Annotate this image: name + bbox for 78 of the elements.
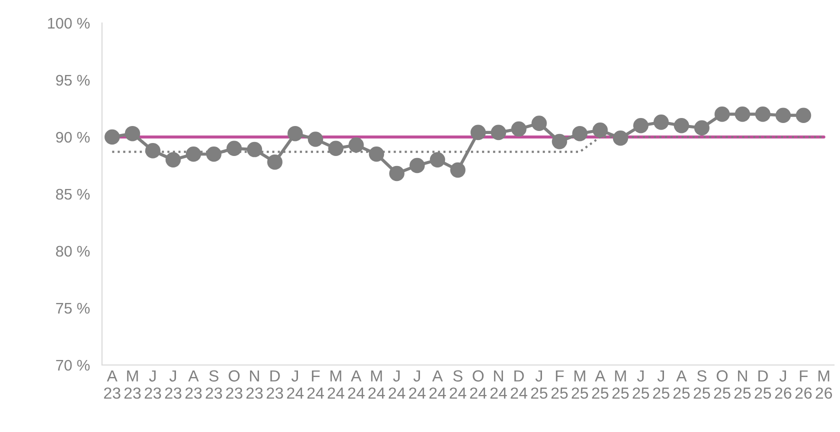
x-tick-label: A 23 (185, 370, 202, 399)
point (206, 146, 222, 162)
point (410, 158, 425, 174)
point (166, 152, 181, 168)
x-tick-label: A 24 (429, 370, 446, 399)
y-tick-label: 100 % (48, 18, 90, 29)
point (430, 152, 446, 168)
point (124, 126, 140, 142)
point (776, 108, 791, 123)
x-tick-label: F 26 (795, 370, 812, 399)
point (592, 122, 608, 138)
point (694, 120, 710, 136)
x-tick-label: F 24 (307, 370, 324, 399)
x-tick-label: D 25 (754, 370, 772, 399)
x-tick-label: J 25 (653, 370, 670, 399)
point (389, 166, 404, 182)
x-tick-label: J 23 (144, 370, 162, 399)
point (226, 140, 242, 156)
point (511, 121, 526, 137)
point (450, 162, 466, 178)
point (186, 146, 202, 162)
point (470, 124, 486, 140)
point (267, 154, 282, 170)
y-tick-label: 80 % (56, 246, 90, 257)
x-tick-label: N 23 (246, 370, 263, 399)
point (654, 114, 669, 130)
x-tick-label: M 24 (328, 370, 344, 399)
y-tick-label: 70 % (56, 360, 90, 371)
x-tick-label: J 26 (775, 370, 792, 399)
x-tick-label: F 25 (551, 370, 568, 399)
x-tick-label: M 24 (368, 370, 385, 399)
x-tick-label: O 23 (226, 370, 242, 399)
x-tick-label: J 25 (632, 370, 650, 399)
x-tick-label: A 25 (592, 370, 608, 399)
x-tick-label: M 23 (124, 370, 141, 399)
x-tick-label: M 25 (572, 370, 588, 399)
point (572, 126, 588, 142)
x-tick-label: D 24 (510, 370, 528, 399)
point (532, 116, 547, 131)
point (246, 142, 262, 158)
y-tick-label: 90 % (56, 132, 90, 143)
point (734, 106, 750, 122)
x-tick-label: S 25 (694, 370, 710, 399)
point (633, 118, 648, 134)
x-tick-label: N 25 (734, 370, 751, 399)
point (145, 143, 160, 158)
x-tick-label: S 23 (206, 370, 222, 399)
x-tick-label: A 25 (673, 370, 690, 399)
x-tick-label: A 24 (348, 370, 365, 399)
x-tick-label: J 24 (388, 370, 406, 399)
x-tick-label: M 26 (816, 370, 832, 399)
point (348, 137, 364, 153)
point (328, 140, 344, 156)
point (490, 124, 506, 140)
y-tick-label: 85 % (56, 188, 90, 200)
y-tick-label: 95 % (56, 74, 90, 86)
x-tick-label: J 24 (409, 370, 426, 399)
point (104, 129, 120, 145)
x-tick-label: O 25 (714, 370, 730, 399)
x-tick-label: J 25 (531, 370, 548, 399)
point (714, 106, 730, 122)
x-tick-label: J 24 (287, 370, 304, 399)
point (552, 134, 568, 150)
y-tick-label: 75 % (56, 302, 90, 314)
point (755, 106, 770, 122)
point (612, 130, 628, 146)
x-tick-label: N 24 (490, 370, 507, 399)
point (368, 146, 384, 162)
x-tick-label: S 24 (450, 370, 466, 399)
x-tick-label: D 23 (266, 370, 284, 399)
point (796, 108, 812, 123)
point (674, 118, 690, 134)
x-tick-label: A 23 (104, 370, 120, 399)
point (288, 126, 303, 142)
point (308, 132, 324, 147)
x-tick-label: M 25 (612, 370, 629, 399)
x-tick-label: J 23 (165, 370, 182, 399)
x-tick-label: O 24 (470, 370, 487, 399)
